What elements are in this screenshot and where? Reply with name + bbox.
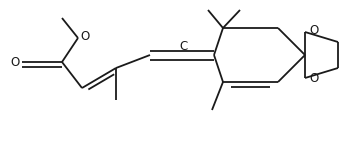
Text: O: O [11, 55, 20, 69]
Text: O: O [80, 31, 89, 44]
Text: C: C [179, 40, 187, 53]
Text: O: O [309, 73, 318, 86]
Text: O: O [309, 24, 318, 38]
